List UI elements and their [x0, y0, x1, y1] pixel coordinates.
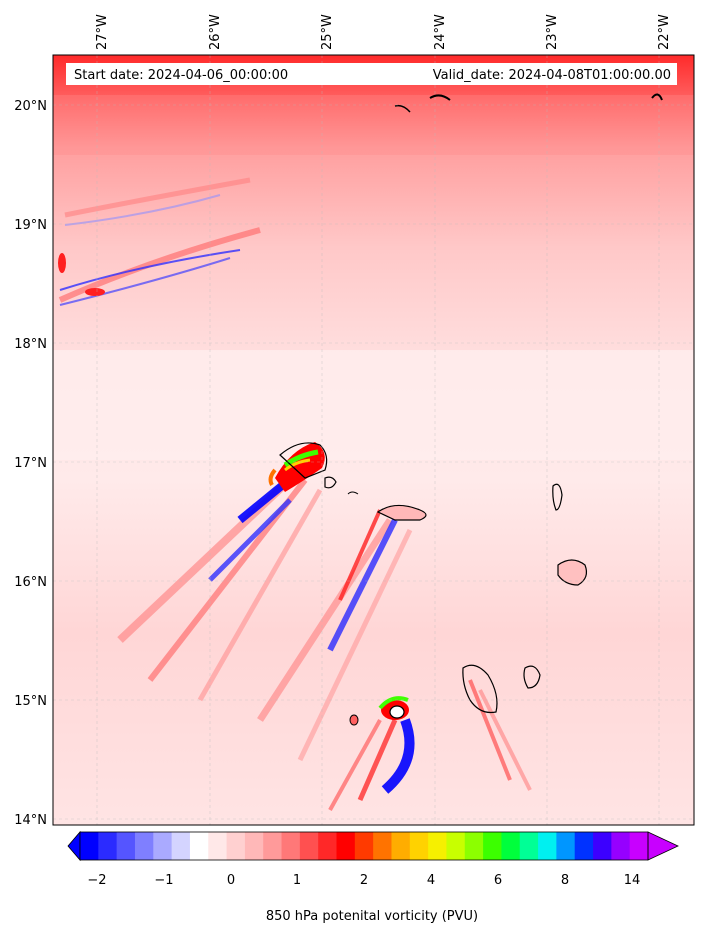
colorbar-tick-labels: −2 −1 0 1 2 4 6 8 10 14 [87, 873, 640, 888]
colorbar-segment [428, 832, 447, 860]
colorbar-segment [171, 832, 191, 860]
colorbar-segment [226, 832, 246, 860]
colorbar-segment [153, 832, 173, 860]
cb-tick-label: 0 [227, 873, 235, 888]
colorbar-segment [98, 832, 118, 860]
colorbar-segment [629, 832, 649, 860]
colorbar-segment [354, 832, 374, 860]
colorbar-segment [263, 832, 283, 860]
colorbar-segment [299, 832, 319, 860]
colorbar-segment [134, 832, 154, 860]
colorbar-segment [391, 832, 411, 860]
colorbar-segment [446, 832, 466, 860]
lat-label-14n: 14°N [14, 813, 47, 828]
colorbar-segment [538, 832, 557, 860]
latitude-labels: 20°N 19°N 18°N 17°N 16°N 15°N 14°N [14, 99, 47, 828]
wake-streaks-south [328, 679, 532, 811]
lon-label-26w: 26°W [208, 14, 223, 50]
colorbar-segment [336, 832, 356, 860]
cb-tick-label: −2 [87, 873, 106, 888]
cb-tick-label: −1 [154, 873, 173, 888]
top-features [394, 93, 663, 113]
cb-tick-label: 14 [624, 873, 641, 888]
gridlines [53, 55, 694, 825]
start-date-text: Start date: 2024-04-06_00:00:00 [74, 68, 288, 83]
colorbar-segment [501, 832, 521, 860]
lat-label-20n: 20°N [14, 99, 47, 114]
lat-label-15n: 15°N [14, 694, 47, 709]
cb-tick-label: 8 [561, 873, 569, 888]
colorbar-segment [318, 832, 338, 860]
top-band [53, 95, 694, 155]
colorbar [67, 830, 679, 862]
colorbar-segment [189, 832, 209, 860]
cb-tick-label: 4 [427, 873, 435, 888]
colorbar-segment [593, 832, 612, 860]
colorbar-segment [611, 832, 631, 860]
lon-label-25w: 25°W [320, 14, 335, 50]
lon-label-23w: 23°W [545, 14, 560, 50]
cb-tick-label: 6 [494, 873, 502, 888]
map-frame [52, 54, 695, 826]
lat-label-18n: 18°N [14, 337, 47, 352]
lat-label-16n: 16°N [14, 575, 47, 590]
cb-tick-label: 2 [360, 873, 368, 888]
colorbar-extend-min [67, 830, 81, 862]
pale-band [53, 350, 694, 460]
colorbar-segment [409, 832, 429, 860]
lon-label-22w: 22°W [657, 14, 672, 50]
colorbar-caption: 850 hPa potenital vorticity (PVU) [266, 909, 478, 924]
header-box [66, 63, 677, 85]
upper-left-streaks [58, 177, 261, 306]
map-panel [53, 55, 694, 825]
island-group-south [349, 664, 541, 726]
colorbar-segment [281, 832, 301, 860]
colorbar-segment [208, 832, 228, 860]
longitude-labels: 27°W 26°W 25°W 24°W 23°W 22°W [95, 14, 672, 50]
colorbar-segment [556, 832, 576, 860]
colorbar-segment [574, 832, 594, 860]
cb-tick-label: 1 [293, 873, 301, 888]
colorbar-segment [373, 832, 392, 860]
colorbar-segment [519, 832, 539, 860]
lat-label-19n: 19°N [14, 218, 47, 233]
lon-label-24w: 24°W [433, 14, 448, 50]
island-group-north [268, 442, 588, 586]
colorbar-segment [80, 832, 99, 860]
lat-label-17n: 17°N [14, 456, 47, 471]
lon-label-27w: 27°W [95, 14, 110, 50]
colorbar-segment [464, 832, 484, 860]
colorbar-frame [79, 831, 649, 861]
colorbar-segment [244, 832, 264, 860]
colorbar-segment [483, 832, 502, 860]
valid-date-text: Valid_date: 2024-04-08T01:00:00.00 [433, 68, 671, 83]
colorbar-extend-max [647, 831, 679, 861]
colorbar-segment [116, 832, 136, 860]
